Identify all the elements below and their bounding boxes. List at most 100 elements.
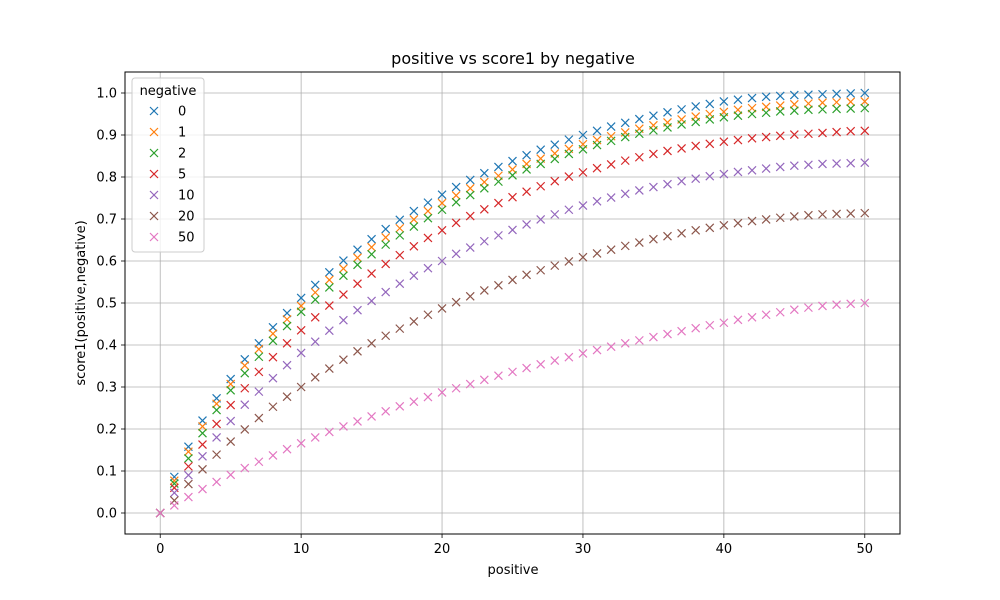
data-point [860, 126, 870, 136]
data-point [536, 159, 546, 169]
data-point [451, 297, 461, 307]
data-point [846, 88, 856, 98]
data-point [212, 477, 222, 487]
data-point [198, 484, 207, 494]
data-point [183, 479, 193, 489]
data-point [437, 388, 447, 397]
data-point [479, 236, 489, 246]
data-point [226, 437, 236, 447]
data-point [564, 149, 574, 159]
data-point [775, 307, 785, 317]
data-point [705, 115, 715, 124]
data-point [367, 249, 377, 259]
data-point [451, 182, 461, 192]
series-50 [155, 298, 870, 518]
data-point [564, 256, 574, 266]
data-point [550, 261, 560, 271]
legend-label: 2 [178, 147, 186, 162]
data-point [465, 211, 475, 221]
data-point [733, 167, 743, 177]
y-tick-label: 0.5 [96, 297, 117, 312]
data-point [832, 97, 842, 107]
data-point [691, 323, 701, 333]
data-point [719, 169, 729, 179]
data-point [846, 104, 856, 113]
data-point [818, 89, 827, 99]
data-point [268, 322, 278, 332]
data-point [564, 352, 574, 362]
data-point [324, 301, 334, 310]
data-point [338, 264, 348, 273]
data-point [775, 162, 785, 172]
data-point [381, 240, 391, 250]
data-point [663, 231, 672, 241]
data-point [282, 321, 292, 331]
data-point [423, 233, 433, 243]
data-point [733, 111, 743, 121]
data-point [606, 245, 616, 255]
data-point [437, 205, 447, 215]
data-point [338, 290, 348, 300]
data-point [296, 325, 306, 335]
data-point [282, 444, 292, 454]
data-point [338, 271, 348, 281]
data-point [479, 285, 489, 295]
data-point [282, 360, 292, 370]
data-point [747, 312, 757, 322]
data-point [282, 314, 292, 324]
data-point [353, 279, 362, 289]
data-point [705, 139, 715, 149]
data-point [691, 117, 701, 127]
data-point [183, 453, 193, 463]
legend-marker [149, 148, 159, 158]
data-point [338, 355, 348, 365]
data-point [226, 385, 236, 395]
data-point [818, 209, 827, 219]
data-point [324, 275, 334, 285]
data-point [409, 241, 419, 251]
data-point [395, 401, 405, 411]
data-point [198, 422, 207, 431]
data-point [705, 320, 715, 330]
data-point [226, 400, 236, 410]
legend-marker [149, 127, 159, 137]
data-point [268, 451, 278, 460]
data-point [592, 163, 602, 173]
data-point [240, 368, 250, 378]
data-point [310, 312, 320, 322]
data-point [832, 104, 842, 114]
data-point [367, 338, 377, 348]
data-point [409, 214, 419, 224]
data-point [198, 440, 207, 449]
data-point [634, 335, 644, 345]
data-point [789, 305, 799, 315]
data-point [198, 428, 207, 438]
data-point [338, 315, 348, 325]
data-point [338, 422, 348, 431]
marks-layer [155, 88, 870, 518]
data-point [324, 283, 334, 292]
y-tick-label: 0.2 [96, 423, 117, 438]
data-point [578, 144, 588, 154]
data-point [663, 329, 672, 339]
data-point [578, 348, 588, 358]
data-point [860, 208, 870, 218]
data-point [437, 198, 447, 208]
data-point [705, 223, 715, 233]
data-point [296, 307, 306, 317]
data-point [465, 190, 475, 200]
data-point [648, 125, 658, 135]
data-point [606, 342, 616, 352]
data-point [648, 332, 658, 342]
data-point [409, 222, 419, 231]
data-point [733, 135, 743, 145]
data-point [465, 183, 475, 193]
data-point [620, 156, 630, 166]
data-point [395, 324, 405, 334]
data-point [677, 104, 687, 114]
legend-marker [149, 211, 159, 221]
data-point [747, 133, 757, 143]
data-point [522, 187, 532, 197]
data-point [747, 165, 757, 175]
